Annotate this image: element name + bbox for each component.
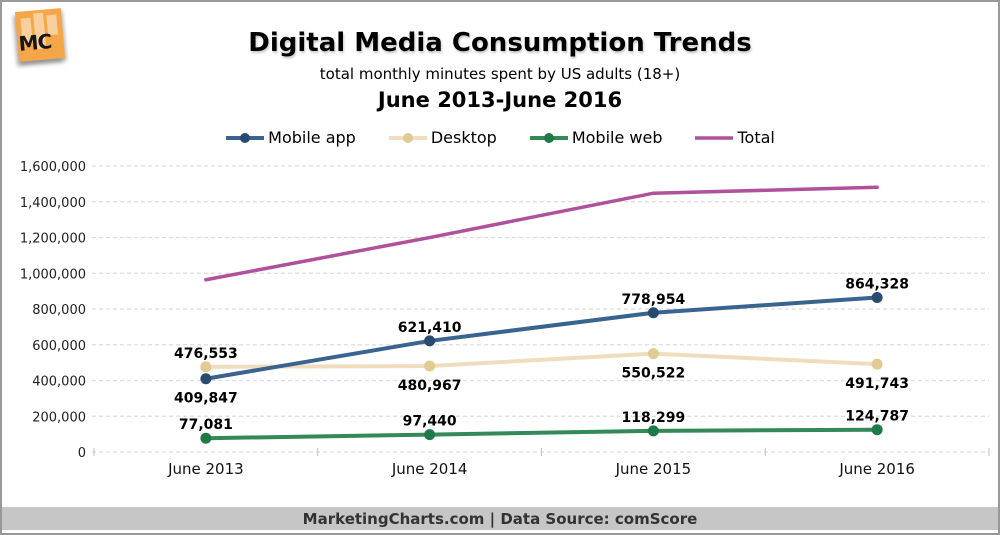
legend-item-desktop: Desktop bbox=[388, 128, 497, 147]
data-value-label: 77,081 bbox=[179, 417, 233, 433]
data-value-label: 480,967 bbox=[398, 378, 462, 394]
series-mobile-app bbox=[200, 292, 883, 385]
data-value-label: 621,410 bbox=[398, 320, 462, 336]
data-point-marker bbox=[647, 307, 659, 319]
data-point-marker bbox=[200, 373, 212, 385]
data-value-label: 864,328 bbox=[845, 277, 909, 293]
y-tick-label: 1,400,000 bbox=[20, 196, 86, 211]
legend-item-mobile-web: Mobile web bbox=[529, 128, 663, 147]
data-value-label: 491,743 bbox=[845, 376, 909, 392]
data-point-marker bbox=[424, 335, 436, 347]
legend-label: Mobile web bbox=[571, 128, 663, 147]
data-point-marker bbox=[647, 425, 659, 437]
x-category-label: June 2014 bbox=[391, 460, 468, 478]
series-total bbox=[204, 185, 879, 282]
chart-header: Digital Media Consumption Trends total m… bbox=[2, 2, 998, 112]
series-desktop bbox=[200, 348, 883, 373]
data-value-label: 118,299 bbox=[621, 410, 685, 426]
legend-marker-icon bbox=[388, 132, 427, 143]
series-line bbox=[203, 427, 880, 441]
legend-marker-icon bbox=[529, 132, 568, 143]
y-tick-label: 800,000 bbox=[32, 303, 86, 318]
x-category-label: June 2013 bbox=[167, 460, 244, 478]
data-point-marker bbox=[871, 424, 883, 436]
data-labels: 409,847 621,410 778,954 864,328 476,553 480,9… bbox=[174, 277, 909, 434]
chart-legend: Mobile app Desktop Mobile web Total bbox=[2, 128, 998, 147]
data-point-marker bbox=[647, 348, 659, 360]
data-point-marker bbox=[200, 432, 212, 444]
y-tick-label: 1,000,000 bbox=[20, 267, 86, 282]
y-tick-label: 400,000 bbox=[32, 375, 86, 390]
data-value-label: 409,847 bbox=[174, 391, 238, 407]
legend-item-total: Total bbox=[694, 128, 775, 147]
y-tick-label: 1,200,000 bbox=[20, 232, 86, 247]
data-point-marker bbox=[871, 292, 883, 304]
x-axis-ticks bbox=[93, 448, 990, 456]
legend-label: Total bbox=[737, 128, 775, 147]
footer-source-text: MarketingCharts.com | Data Source: comSc… bbox=[302, 509, 698, 528]
legend-label: Mobile app bbox=[268, 128, 356, 147]
series-mobile-web bbox=[200, 424, 883, 444]
legend-marker-icon bbox=[226, 132, 265, 143]
legend-label: Desktop bbox=[430, 128, 497, 147]
series-line bbox=[203, 295, 880, 381]
x-axis-labels: June 2013 June 2014 June 2015 June 2016 bbox=[167, 460, 915, 478]
data-point-marker bbox=[871, 358, 883, 370]
chart-date-range: June 2013-June 2016 bbox=[377, 88, 623, 112]
y-tick-label: 600,000 bbox=[32, 339, 86, 354]
y-tick-label: 1,600,000 bbox=[20, 160, 86, 175]
data-point-marker bbox=[200, 361, 212, 373]
footer-bar: MarketingCharts.com | Data Source: comSc… bbox=[2, 507, 998, 530]
data-value-label: 97,440 bbox=[403, 414, 457, 430]
data-point-marker bbox=[424, 429, 436, 441]
data-value-label: 124,787 bbox=[845, 409, 909, 425]
chart-title: Digital Media Consumption Trends bbox=[248, 28, 752, 58]
legend-item-mobile-app: Mobile app bbox=[225, 128, 356, 147]
series-line bbox=[204, 185, 879, 282]
y-axis-tick-labels: 0 200,000 400,000 600,000 800,000 1,000,000 1,… bbox=[20, 160, 86, 461]
x-category-label: June 2016 bbox=[838, 460, 915, 478]
y-tick-label: 200,000 bbox=[32, 410, 86, 425]
x-category-label: June 2015 bbox=[615, 460, 692, 478]
series-line bbox=[203, 351, 880, 369]
data-point-marker bbox=[424, 360, 436, 372]
data-value-label: 476,553 bbox=[174, 346, 238, 362]
y-tick-label: 0 bbox=[78, 446, 86, 461]
chart-subtitle: total monthly minutes spent by US adults… bbox=[319, 65, 681, 83]
data-value-label: 778,954 bbox=[621, 292, 685, 308]
data-value-label: 550,522 bbox=[621, 366, 685, 382]
legend-marker-icon bbox=[695, 135, 734, 140]
